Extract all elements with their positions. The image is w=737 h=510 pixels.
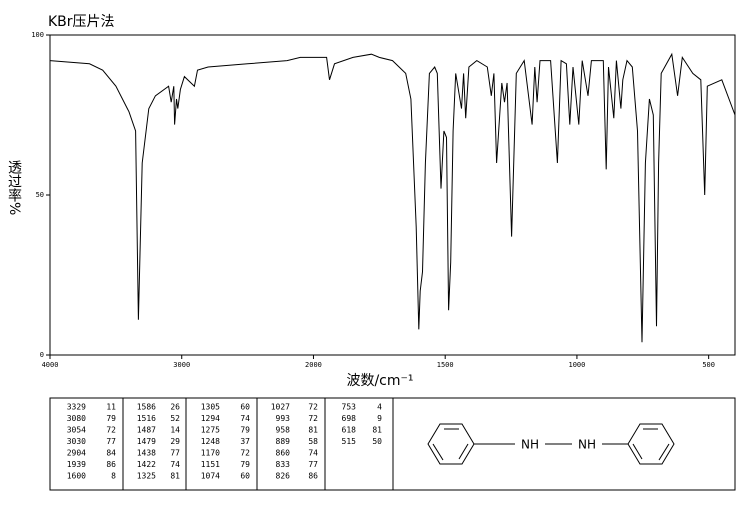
peak-wavenumber: 753 (342, 403, 357, 412)
peak-transmittance: 74 (308, 449, 318, 458)
peak-transmittance: 74 (240, 414, 250, 423)
x-tick-label: 4000 (42, 361, 59, 369)
y-tick-label: 0 (40, 351, 44, 359)
y-axis-label: 透过率% (6, 160, 22, 215)
peak-wavenumber: 1275 (201, 426, 220, 435)
peak-transmittance: 4 (377, 403, 382, 412)
peak-wavenumber: 1586 (137, 403, 156, 412)
x-tick-label: 500 (702, 361, 715, 369)
peak-transmittance: 74 (170, 460, 180, 469)
peak-wavenumber: 1422 (137, 460, 156, 469)
peak-wavenumber: 1294 (201, 414, 220, 423)
peak-transmittance: 77 (170, 449, 180, 458)
peak-transmittance: 26 (170, 403, 180, 412)
peak-transmittance: 79 (106, 414, 116, 423)
peak-wavenumber: 3054 (67, 426, 86, 435)
peak-transmittance: 52 (170, 414, 180, 423)
peak-transmittance: 72 (240, 449, 250, 458)
peak-wavenumber: 833 (276, 460, 291, 469)
peak-wavenumber: 860 (276, 449, 291, 458)
structure (427, 423, 675, 465)
peak-transmittance: 60 (240, 472, 250, 481)
peak-transmittance: 8 (111, 472, 116, 481)
peak-transmittance: 29 (170, 437, 180, 446)
peak-transmittance: 11 (106, 403, 116, 412)
peak-wavenumber: 698 (342, 414, 357, 423)
peak-transmittance: 77 (308, 460, 318, 469)
peak-transmittance: 37 (240, 437, 250, 446)
peak-transmittance: 60 (240, 403, 250, 412)
peak-wavenumber: 1939 (67, 460, 86, 469)
y-tick-label: 100 (31, 31, 44, 39)
peak-wavenumber: 1170 (201, 449, 220, 458)
peak-wavenumber: 1516 (137, 414, 156, 423)
peak-wavenumber: 1248 (201, 437, 220, 446)
peak-wavenumber: 2904 (67, 449, 86, 458)
x-tick-label: 3000 (173, 361, 190, 369)
table-dividers (122, 398, 394, 490)
peak-wavenumber: 3080 (67, 414, 86, 423)
peak-wavenumber: 1305 (201, 403, 220, 412)
peak-transmittance: 79 (240, 460, 250, 469)
peak-wavenumber: 1027 (271, 403, 290, 412)
x-axis-label: 波数/cm⁻¹ (346, 373, 413, 389)
peak-transmittance: 81 (372, 426, 382, 435)
x-tick-label: 1500 (437, 361, 454, 369)
peak-wavenumber: 1325 (137, 472, 156, 481)
peak-wavenumber: 618 (342, 426, 357, 435)
peak-transmittance: 79 (240, 426, 250, 435)
peak-wavenumber: 1600 (67, 472, 86, 481)
peak-transmittance: 72 (308, 414, 318, 423)
peak-wavenumber: 889 (276, 437, 291, 446)
atom-label: NH (578, 438, 596, 452)
peak-wavenumber: 1074 (201, 472, 220, 481)
peak-wavenumber: 515 (342, 437, 357, 446)
chart-title: KBr压片法 (48, 14, 115, 30)
peak-wavenumber: 1487 (137, 426, 156, 435)
y-tick-label: 50 (36, 191, 44, 199)
plot-frame (49, 34, 736, 356)
peak-wavenumber: 1151 (201, 460, 220, 469)
peak-wavenumber: 3030 (67, 437, 86, 446)
spectrum-line (49, 52, 736, 343)
peak-transmittance: 86 (308, 472, 318, 481)
peak-transmittance: 86 (106, 460, 116, 469)
peak-transmittance: 77 (106, 437, 116, 446)
label-bg (515, 436, 545, 452)
label-bg (572, 436, 602, 452)
peak-transmittance: 58 (308, 437, 318, 446)
peak-wavenumber: 1438 (137, 449, 156, 458)
atom-label: NH (521, 438, 539, 452)
peak-transmittance: 14 (170, 426, 180, 435)
peak-wavenumber: 993 (276, 414, 291, 423)
peak-transmittance: 72 (308, 403, 318, 412)
peak-transmittance: 72 (106, 426, 116, 435)
peak-wavenumber: 958 (276, 426, 291, 435)
peak-transmittance: 9 (377, 414, 382, 423)
peak-wavenumber: 3329 (67, 403, 86, 412)
peak-transmittance: 81 (170, 472, 180, 481)
x-tick-label: 2000 (305, 361, 322, 369)
peak-transmittance: 84 (106, 449, 116, 458)
peak-wavenumber: 826 (276, 472, 291, 481)
peak-transmittance: 81 (308, 426, 318, 435)
x-tick-label: 1000 (568, 361, 585, 369)
peak-wavenumber: 1479 (137, 437, 156, 446)
peak-transmittance: 50 (372, 437, 382, 446)
